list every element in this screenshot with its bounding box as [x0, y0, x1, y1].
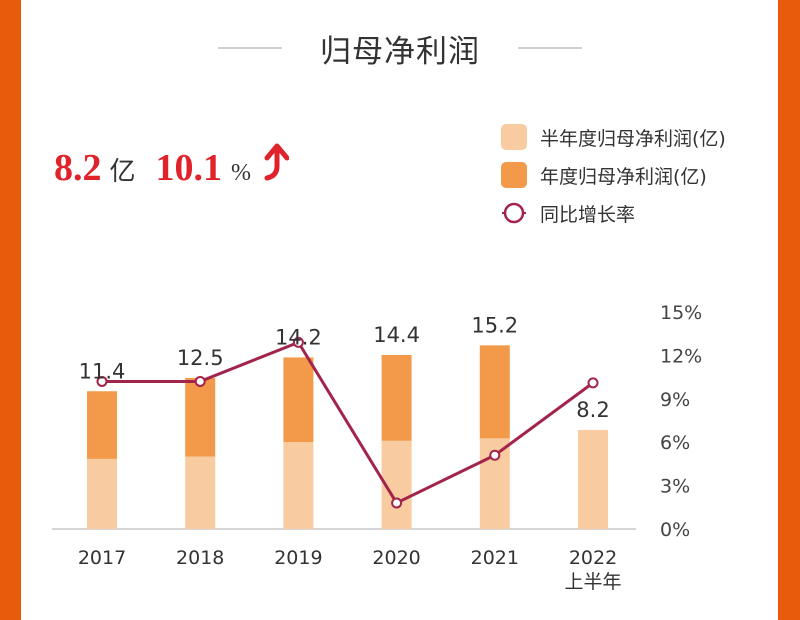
bar-half-year	[283, 442, 314, 529]
chart-legend: 半年度归母净利润(亿) 年度归母净利润(亿) 同比增长率	[501, 118, 726, 232]
growth-rate-point	[587, 377, 599, 389]
growth-rate-line	[102, 340, 594, 505]
kpi-growth-value: 10.1	[155, 147, 223, 189]
legend-item-half-year: 半年度归母净利润(亿)	[501, 118, 726, 156]
bar-annual-remainder	[479, 345, 510, 439]
legend-marker-growth-icon	[502, 202, 526, 224]
x-axis-tick-label: 2022	[569, 547, 617, 569]
x-axis-tick-label: 2018	[176, 547, 224, 569]
bar-half-year	[87, 458, 117, 529]
growth-rate-point	[194, 375, 206, 387]
bar-annual-remainder	[283, 357, 314, 442]
bar-data-label: 14.2	[275, 325, 322, 349]
right-axis-tick-label: 3%	[660, 476, 690, 498]
x-axis-tick-label: 2021	[471, 547, 519, 569]
title-rule-right	[518, 47, 582, 49]
x-axis-tick-label: 2017	[78, 547, 126, 569]
bar-half-year	[578, 429, 608, 529]
right-axis-tick-label: 6%	[660, 432, 690, 454]
x-axis-tick-label: 2019	[274, 547, 322, 569]
kpi-summary: 8.2 亿 10.1 %	[54, 140, 290, 190]
x-axis-tick-label: 上半年	[564, 571, 621, 593]
bar-annual-remainder	[381, 355, 412, 441]
legend-label-growth: 同比增长率	[540, 203, 636, 226]
legend-swatch-annual	[501, 162, 527, 188]
legend-item-growth: 同比增长率	[501, 194, 726, 232]
left-border	[0, 0, 21, 620]
growth-rate-point	[391, 497, 403, 509]
x-axis-tick-label: 2020	[372, 547, 420, 569]
title-rule-left	[218, 47, 282, 49]
growth-rate-point	[489, 449, 501, 461]
bar-data-label: 8.2	[576, 398, 609, 422]
legend-label-half-year: 半年度归母净利润(亿)	[540, 127, 726, 150]
arrow-up-icon	[261, 142, 290, 182]
bar-data-label: 14.4	[373, 323, 420, 347]
bar-data-label: 11.4	[79, 359, 126, 383]
legend-swatch-half-year	[501, 124, 527, 150]
bar-annual-remainder	[185, 377, 216, 457]
kpi-profit-unit: 亿	[109, 157, 136, 187]
right-axis-tick-label: 0%	[660, 519, 690, 541]
right-axis-tick-label: 15%	[660, 302, 702, 324]
bar-data-label: 12.5	[177, 346, 224, 370]
kpi-growth-unit: %	[231, 160, 252, 186]
chart-title: 归母净利润	[320, 34, 480, 70]
bar-half-year	[185, 456, 216, 529]
bar-annual-remainder	[87, 391, 117, 459]
right-axis-tick-label: 9%	[660, 389, 690, 411]
kpi-profit-value: 8.2	[54, 147, 102, 189]
legend-item-annual: 年度归母净利润(亿)	[501, 156, 726, 194]
growth-rate-point	[96, 375, 108, 387]
right-border	[778, 0, 800, 620]
legend-label-annual: 年度归母净利润(亿)	[540, 165, 707, 188]
right-axis-tick-label: 12%	[660, 345, 702, 367]
growth-rate-point	[292, 336, 304, 348]
bar-data-label: 15.2	[471, 313, 518, 337]
